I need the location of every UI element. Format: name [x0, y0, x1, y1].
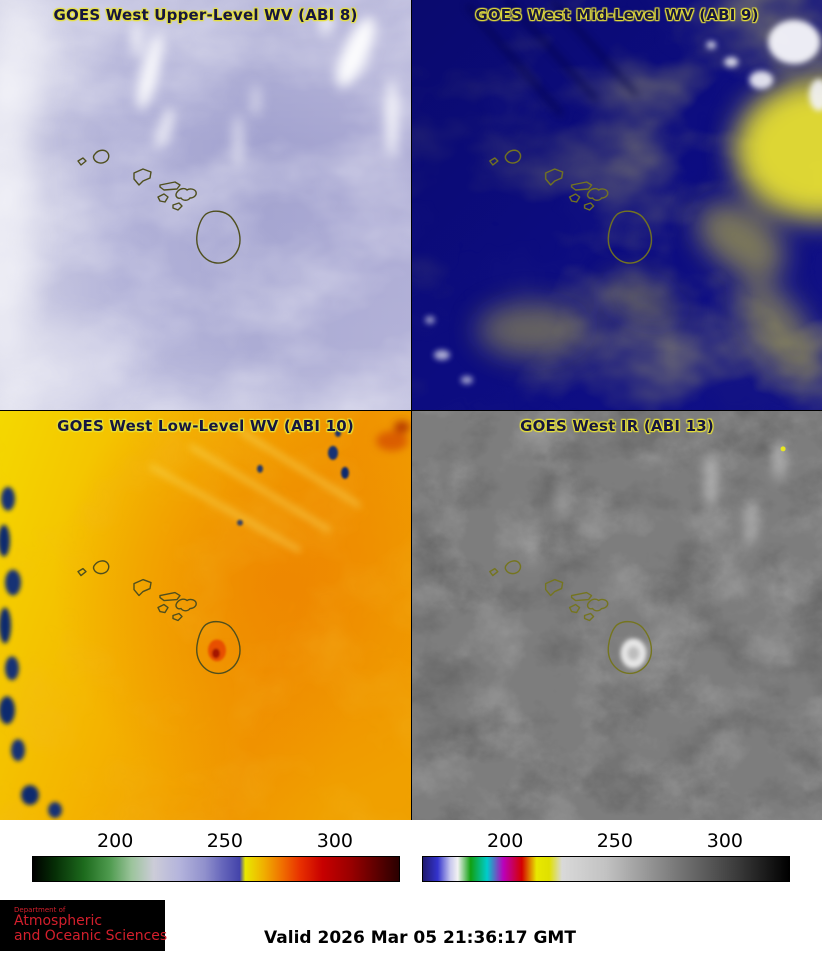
colorbar-ir-gradient [422, 856, 790, 882]
tick-label: 200 [97, 830, 134, 852]
aos-department-logo: W Department of Atmospheric and Oceanic … [0, 900, 168, 951]
bright-clouds [424, 20, 822, 384]
cold-cloud-dots-top [237, 428, 349, 526]
tick-label: 250 [206, 830, 243, 852]
satellite-image-abi8 [0, 0, 411, 410]
logo-name-line2: and Oceanic Sciences [14, 928, 168, 945]
dry-warm-patch [376, 420, 410, 451]
cloud-wash [0, 0, 125, 410]
footer: W Department of Atmospheric and Oceanic … [0, 898, 822, 954]
imagery-grid: GOES West Upper-Level WV (ABI 8) [0, 0, 822, 820]
panel-title-abi9: GOES West Mid-Level WV (ABI 9) [475, 6, 759, 24]
valid-time-label: Valid 2026 Mar 05 21:36:17 GMT [264, 928, 576, 948]
logo-dept-line: Department of [14, 905, 66, 914]
satellite-image-abi13 [412, 411, 822, 820]
logo-name-line1: Atmospheric [14, 913, 103, 930]
cold-cloud-blobs-left [0, 486, 62, 819]
tick-label: 300 [316, 830, 353, 852]
gray-texture-dark [412, 411, 822, 820]
colorbar-section: 200 250 300 200 250 300 [0, 820, 822, 898]
panel-mid-level-wv: GOES West Mid-Level WV (ABI 9) [411, 0, 822, 410]
dry-air-patches [476, 80, 822, 382]
panel-ir: GOES West IR (ABI 13) [411, 410, 822, 820]
satellite-image-abi10 [0, 411, 411, 820]
cloud-streaks [132, 8, 399, 166]
colorbar-ir-ticks: 200 250 300 [422, 828, 790, 856]
panel-low-level-wv: GOES West Low-Level WV (ABI 10) [0, 410, 411, 820]
panel-title-abi13: GOES West IR (ABI 13) [520, 417, 714, 435]
pale-streaks [149, 429, 361, 552]
colorbar-wv-gradient [32, 856, 400, 882]
tick-label: 200 [487, 830, 524, 852]
panel-upper-level-wv: GOES West Upper-Level WV (ABI 8) [0, 0, 411, 410]
colorbar-wv: 200 250 300 [32, 828, 400, 882]
moisture-texture [0, 411, 411, 820]
dry-air-texture [412, 0, 822, 410]
colorbar-wv-ticks: 200 250 300 [32, 828, 400, 856]
warm-pixel-dot [780, 446, 786, 452]
panel-title-abi8: GOES West Upper-Level WV (ABI 8) [53, 6, 358, 24]
tick-label: 300 [706, 830, 743, 852]
big-island-cold-cloud [620, 638, 647, 669]
colorbar-ir: 200 250 300 [422, 828, 790, 882]
tick-label: 250 [596, 830, 633, 852]
big-island-hotspot [208, 639, 226, 662]
dark-streaks [465, 0, 638, 117]
panel-title-abi10: GOES West Low-Level WV (ABI 10) [57, 417, 354, 435]
satellite-image-abi9 [412, 0, 822, 410]
logo-text: Department of Atmospheric and Oceanic Sc… [14, 905, 168, 945]
